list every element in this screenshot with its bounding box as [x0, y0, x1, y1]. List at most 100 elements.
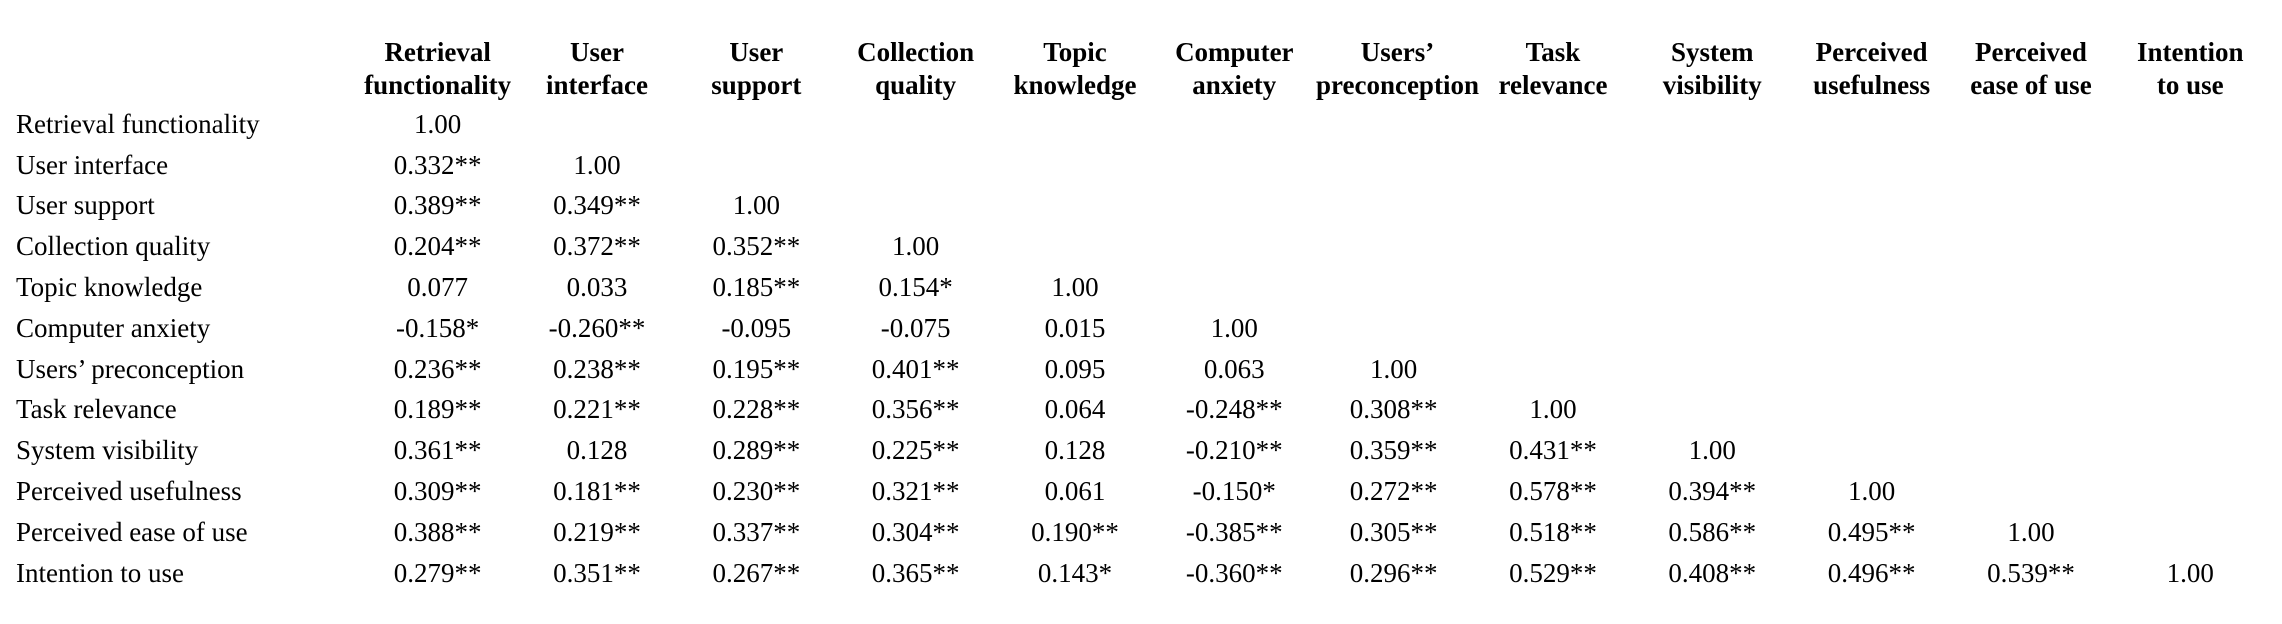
correlation-cell: 1.00 — [573, 149, 621, 180]
row-label: Computer anxiety — [16, 312, 211, 343]
empty-cell — [836, 104, 995, 145]
empty-cell — [1155, 267, 1314, 308]
row-label: Perceived ease of use — [16, 516, 248, 547]
correlation-cell: 0.496** — [1827, 557, 1916, 588]
correlation-cell: 0.495** — [1827, 516, 1916, 547]
empty-cell — [995, 226, 1154, 267]
correlation-cell: 0.064 — [1044, 394, 1106, 425]
table-row: User interface 0.332** 1.00 — [8, 145, 2270, 186]
correlation-cell: 0.095 — [1044, 353, 1106, 384]
column-header: Collection quality — [836, 30, 995, 104]
column-header: Intention to use — [2111, 30, 2270, 104]
correlation-cell: 1.00 — [1370, 353, 1418, 384]
correlation-cell: 0.359** — [1349, 435, 1438, 466]
correlation-cell: 0.305** — [1349, 516, 1438, 547]
empty-cell — [1792, 145, 1951, 186]
empty-cell — [2111, 186, 2270, 227]
empty-cell — [1314, 104, 1473, 145]
empty-cell — [1951, 226, 2110, 267]
row-label: User support — [16, 190, 155, 221]
empty-cell — [1314, 226, 1473, 267]
correlation-cell: 0.063 — [1203, 353, 1265, 384]
empty-cell — [2111, 226, 2270, 267]
column-header-label: Users’ preconception — [1315, 37, 1479, 100]
empty-cell — [2111, 349, 2270, 390]
table-body: Retrieval functionality 1.00 User interfac… — [8, 104, 2270, 594]
empty-cell — [1473, 349, 1632, 390]
row-label: Collection quality — [16, 231, 211, 262]
table-row: Perceived ease of use 0.388** 0.219** 0.337… — [8, 512, 2270, 553]
column-header: User support — [677, 30, 836, 104]
empty-cell — [1951, 471, 2110, 512]
row-label: Perceived usefulness — [16, 476, 242, 507]
empty-cell — [1473, 267, 1632, 308]
empty-cell — [1155, 226, 1314, 267]
correlation-cell: 1.00 — [2166, 557, 2214, 588]
correlation-cell: 1.00 — [414, 108, 462, 139]
column-header-label: Task relevance — [1498, 37, 1608, 100]
correlation-cell: 0.351** — [553, 557, 641, 588]
correlation-cell: 0.389** — [393, 190, 482, 221]
column-header: Perceived usefulness — [1792, 30, 1951, 104]
column-header-label: Retrieval functionality — [364, 37, 512, 100]
correlation-cell: -0.150* — [1192, 476, 1276, 507]
empty-cell — [1792, 226, 1951, 267]
correlation-cell: 0.185** — [712, 272, 801, 303]
empty-cell — [1792, 349, 1951, 390]
column-header: Task relevance — [1473, 30, 1632, 104]
correlation-cell: 0.388** — [393, 516, 482, 547]
empty-cell — [1633, 390, 1792, 431]
correlation-cell: 0.238** — [553, 353, 641, 384]
column-header-label: Collection quality — [857, 37, 975, 100]
correlation-cell: 1.00 — [1847, 476, 1896, 507]
empty-cell — [836, 186, 995, 227]
empty-cell — [2111, 104, 2270, 145]
empty-cell — [2111, 471, 2270, 512]
empty-cell — [1314, 145, 1473, 186]
correlation-cell: 0.061 — [1044, 476, 1106, 507]
correlation-cell: 0.332** — [393, 149, 482, 180]
empty-cell — [1633, 186, 1792, 227]
correlation-cell: 0.289** — [712, 435, 801, 466]
correlation-cell: 0.529** — [1509, 557, 1597, 588]
empty-cell — [1951, 308, 2110, 349]
empty-cell — [995, 186, 1154, 227]
empty-cell — [1633, 145, 1792, 186]
correlation-cell: 0.225** — [871, 435, 960, 466]
correlation-cell: 0.236** — [393, 353, 482, 384]
correlation-cell: 1.00 — [1051, 272, 1099, 303]
correlation-cell: 0.228** — [712, 394, 801, 425]
correlation-cell: 1.00 — [892, 231, 940, 262]
correlation-cell: 0.195** — [712, 353, 801, 384]
table-row: User support 0.389** 0.349** 1.00 — [8, 186, 2270, 227]
empty-cell — [1951, 186, 2110, 227]
correlation-cell: 1.00 — [732, 190, 780, 221]
empty-cell — [1633, 104, 1792, 145]
correlation-cell: 0.219** — [553, 516, 641, 547]
column-header: System visibility — [1633, 30, 1792, 104]
empty-cell — [1155, 104, 1314, 145]
empty-cell — [995, 104, 1154, 145]
correlation-cell: 0.128 — [1044, 435, 1106, 466]
correlation-cell: 1.00 — [1210, 312, 1258, 343]
table-row: Retrieval functionality 1.00 — [8, 104, 2270, 145]
empty-cell — [1951, 349, 2110, 390]
correlation-cell: 1.00 — [1688, 435, 1736, 466]
empty-cell — [1951, 267, 2110, 308]
correlation-cell: 0.279** — [393, 557, 482, 588]
correlation-cell: 0.365** — [871, 557, 960, 588]
correlation-cell: -0.248** — [1185, 394, 1283, 425]
row-label: System visibility — [16, 435, 199, 466]
correlation-cell: 0.272** — [1349, 476, 1438, 507]
table-header: Retrieval functionality User interface U… — [8, 30, 2270, 104]
corner-cell — [8, 30, 358, 104]
empty-cell — [1792, 390, 1951, 431]
row-label: Intention to use — [16, 557, 184, 588]
empty-cell — [1155, 145, 1314, 186]
table-row: Collection quality 0.204** 0.372** 0.352** 1… — [8, 226, 2270, 267]
correlation-cell: 0.181** — [553, 476, 641, 507]
empty-cell — [1155, 186, 1314, 227]
correlation-cell: 0.394** — [1668, 476, 1757, 507]
correlation-cell: 0.190** — [1031, 516, 1119, 547]
